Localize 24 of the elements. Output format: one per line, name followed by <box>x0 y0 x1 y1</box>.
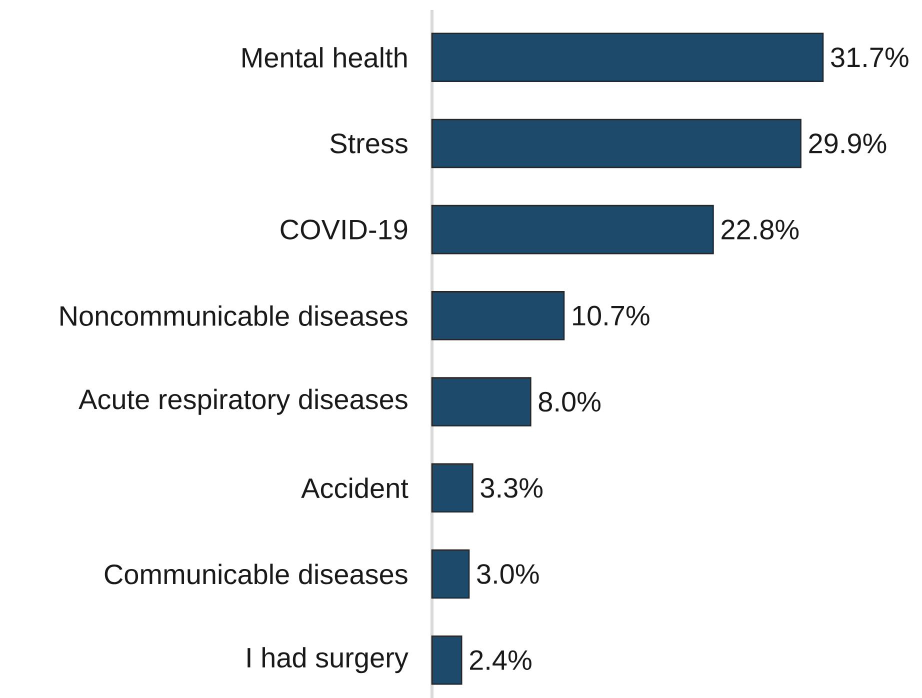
data-label: 31.7% <box>831 47 908 68</box>
bar <box>431 463 474 513</box>
data-label: 8.0% <box>538 392 600 412</box>
y-tick-label: COVID-19 <box>280 220 408 240</box>
data-label: 10.7% <box>573 306 650 326</box>
y-tick-label: Acute respiratory diseases <box>78 388 408 415</box>
bar <box>431 549 470 599</box>
y-tick-label: Noncommunicable diseases <box>60 305 408 326</box>
y-tick-label: Communicable diseases <box>104 564 408 584</box>
bar <box>431 291 565 340</box>
y-tick-label: Accident <box>301 478 408 498</box>
data-label: 22.8% <box>722 220 799 240</box>
y-tick-label: I had surgery <box>248 647 408 674</box>
bar <box>431 377 532 426</box>
bar <box>431 635 462 685</box>
y-tick-label: Mental health <box>242 47 407 68</box>
data-label: 29.9% <box>809 134 886 154</box>
data-label: 2.4% <box>470 650 532 670</box>
bar <box>431 118 802 168</box>
bar <box>431 32 824 82</box>
data-label: 3.0% <box>477 564 539 584</box>
bar <box>431 204 714 254</box>
y-tick-label: Stress <box>330 134 408 154</box>
data-label: 3.3% <box>480 478 543 498</box>
